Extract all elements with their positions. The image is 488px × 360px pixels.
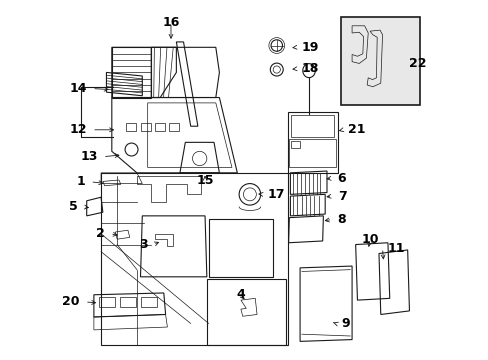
Bar bbox=[169, 123, 179, 131]
Text: 21: 21 bbox=[348, 123, 365, 136]
Bar bbox=[126, 123, 136, 131]
Text: 12: 12 bbox=[69, 123, 86, 136]
Text: 22: 22 bbox=[408, 57, 426, 70]
Text: 8: 8 bbox=[337, 213, 346, 226]
Bar bbox=[99, 297, 115, 307]
Text: 7: 7 bbox=[337, 190, 346, 203]
Text: 5: 5 bbox=[69, 201, 78, 213]
Bar bbox=[290, 116, 333, 137]
Bar bbox=[141, 297, 157, 307]
Text: 17: 17 bbox=[267, 188, 285, 201]
Text: 18: 18 bbox=[301, 62, 319, 75]
Text: 4: 4 bbox=[236, 288, 245, 301]
Text: 13: 13 bbox=[80, 150, 97, 163]
Text: 20: 20 bbox=[62, 296, 80, 309]
Bar bbox=[155, 123, 164, 131]
Bar bbox=[290, 140, 300, 148]
Text: 1: 1 bbox=[76, 175, 85, 188]
Text: 6: 6 bbox=[337, 172, 346, 185]
Text: 14: 14 bbox=[69, 82, 86, 95]
Text: 10: 10 bbox=[361, 233, 378, 246]
Text: 2: 2 bbox=[96, 227, 104, 240]
Text: 3: 3 bbox=[139, 238, 147, 251]
Text: 16: 16 bbox=[162, 16, 179, 29]
Text: 11: 11 bbox=[387, 242, 405, 255]
Bar bbox=[120, 297, 136, 307]
Bar bbox=[341, 17, 419, 105]
Text: 19: 19 bbox=[301, 41, 319, 54]
Bar bbox=[140, 123, 150, 131]
Text: 9: 9 bbox=[341, 317, 349, 330]
Text: 15: 15 bbox=[196, 174, 213, 186]
Bar bbox=[289, 139, 335, 167]
